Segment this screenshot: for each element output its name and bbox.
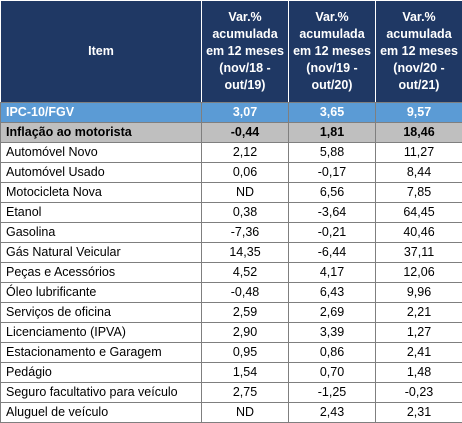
cell-value: 1,48	[376, 363, 462, 383]
cell-value: 9,57	[376, 103, 462, 123]
row-label: Automóvel Usado	[1, 163, 202, 183]
cell-value: ND	[202, 183, 289, 203]
table-body: IPC-10/FGV 3,07 3,65 9,57 Inflação ao mo…	[1, 103, 462, 423]
row-label: Estacionamento e Garagem	[1, 343, 202, 363]
table-row: Automóvel Usado 0,06 -0,17 8,44	[1, 163, 462, 183]
table-row: Óleo lubrificante -0,48 6,43 9,96	[1, 283, 462, 303]
cell-value: 6,43	[289, 283, 376, 303]
row-label: Serviços de oficina	[1, 303, 202, 323]
cell-value: 2,31	[376, 403, 462, 423]
header-row: Item Var.% acumulada em 12 meses (nov/18…	[1, 1, 462, 103]
cell-value: 2,12	[202, 143, 289, 163]
header-item: Item	[1, 1, 202, 103]
cell-value: 2,75	[202, 383, 289, 403]
cell-value: 2,41	[376, 343, 462, 363]
table-header: Item Var.% acumulada em 12 meses (nov/18…	[1, 1, 462, 103]
cell-value: 4,17	[289, 263, 376, 283]
cell-value: 3,65	[289, 103, 376, 123]
cell-value: 9,96	[376, 283, 462, 303]
cell-value: 11,27	[376, 143, 462, 163]
cell-value: 0,06	[202, 163, 289, 183]
row-label: Gasolina	[1, 223, 202, 243]
cell-value: 4,52	[202, 263, 289, 283]
cell-value: 2,43	[289, 403, 376, 423]
row-label: Pedágio	[1, 363, 202, 383]
cell-value: 0,38	[202, 203, 289, 223]
table-row-ipc: IPC-10/FGV 3,07 3,65 9,57	[1, 103, 462, 123]
cell-value: 2,69	[289, 303, 376, 323]
row-label: Motocicleta Nova	[1, 183, 202, 203]
cell-value: 6,56	[289, 183, 376, 203]
cell-value: ND	[202, 403, 289, 423]
table-row: Estacionamento e Garagem 0,95 0,86 2,41	[1, 343, 462, 363]
header-period-2021: Var.% acumulada em 12 meses (nov/20 - ou…	[376, 1, 462, 103]
table-row-motorista: Inflação ao motorista -0,44 1,81 18,46	[1, 123, 462, 143]
cell-value: 37,11	[376, 243, 462, 263]
row-label: Etanol	[1, 203, 202, 223]
table-row: Peças e Acessórios 4,52 4,17 12,06	[1, 263, 462, 283]
cell-value: 0,86	[289, 343, 376, 363]
cell-value: -0,17	[289, 163, 376, 183]
table-row: Seguro facultativo para veículo 2,75 -1,…	[1, 383, 462, 403]
table-row: Serviços de oficina 2,59 2,69 2,21	[1, 303, 462, 323]
cell-value: 1,81	[289, 123, 376, 143]
table-row: Gás Natural Veicular 14,35 -6,44 37,11	[1, 243, 462, 263]
cell-value: 18,46	[376, 123, 462, 143]
cell-value: 3,07	[202, 103, 289, 123]
cell-value: -0,21	[289, 223, 376, 243]
table-row: Automóvel Novo 2,12 5,88 11,27	[1, 143, 462, 163]
cell-value: -0,23	[376, 383, 462, 403]
row-label: Óleo lubrificante	[1, 283, 202, 303]
table-row: Licenciamento (IPVA) 2,90 3,39 1,27	[1, 323, 462, 343]
cell-value: 8,44	[376, 163, 462, 183]
row-label: Seguro facultativo para veículo	[1, 383, 202, 403]
row-label: Gás Natural Veicular	[1, 243, 202, 263]
cell-value: 40,46	[376, 223, 462, 243]
row-label: Peças e Acessórios	[1, 263, 202, 283]
cell-value: 14,35	[202, 243, 289, 263]
header-period-2019: Var.% acumulada em 12 meses (nov/18 - ou…	[202, 1, 289, 103]
table-row: Aluguel de veículo ND 2,43 2,31	[1, 403, 462, 423]
cell-value: -0,44	[202, 123, 289, 143]
row-label: Licenciamento (IPVA)	[1, 323, 202, 343]
cell-value: -1,25	[289, 383, 376, 403]
table-row: Pedágio 1,54 0,70 1,48	[1, 363, 462, 383]
table-row: Etanol 0,38 -3,64 64,45	[1, 203, 462, 223]
cell-value: 1,27	[376, 323, 462, 343]
cell-value: 3,39	[289, 323, 376, 343]
cell-value: 7,85	[376, 183, 462, 203]
cell-value: 1,54	[202, 363, 289, 383]
cell-value: 0,70	[289, 363, 376, 383]
header-period-2020: Var.% acumulada em 12 meses (nov/19 - ou…	[289, 1, 376, 103]
table-row: Gasolina -7,36 -0,21 40,46	[1, 223, 462, 243]
cell-value: -7,36	[202, 223, 289, 243]
cell-value: 2,59	[202, 303, 289, 323]
cell-value: -6,44	[289, 243, 376, 263]
cell-value: -3,64	[289, 203, 376, 223]
cell-value: 2,21	[376, 303, 462, 323]
row-label: Aluguel de veículo	[1, 403, 202, 423]
table-row: Motocicleta Nova ND 6,56 7,85	[1, 183, 462, 203]
row-label: Inflação ao motorista	[1, 123, 202, 143]
row-label: Automóvel Novo	[1, 143, 202, 163]
row-label: IPC-10/FGV	[1, 103, 202, 123]
cell-value: -0,48	[202, 283, 289, 303]
cell-value: 64,45	[376, 203, 462, 223]
cell-value: 5,88	[289, 143, 376, 163]
cell-value: 2,90	[202, 323, 289, 343]
cell-value: 12,06	[376, 263, 462, 283]
cell-value: 0,95	[202, 343, 289, 363]
